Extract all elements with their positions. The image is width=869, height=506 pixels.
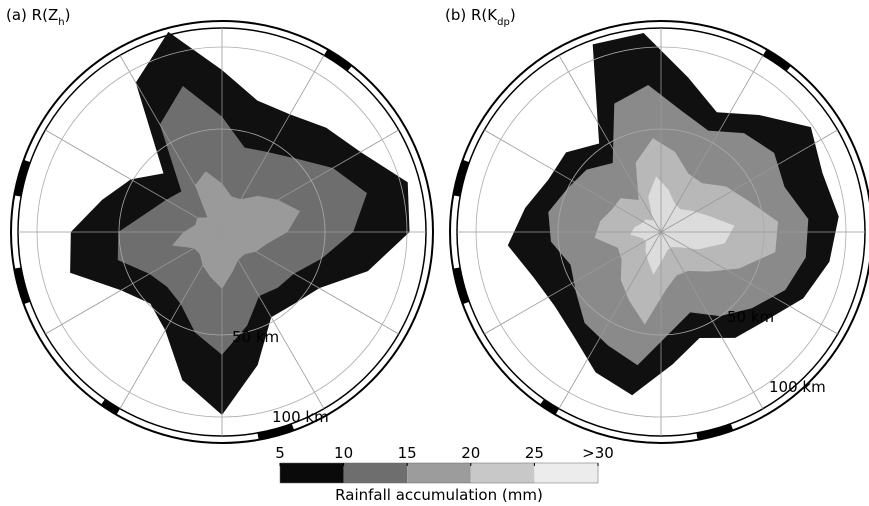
ring-label: 50 km [232, 328, 279, 346]
colorbar-swatch [280, 463, 344, 483]
colorbar-tick-label: 20 [461, 444, 480, 462]
panel-title: (a) R(Zh) [6, 6, 70, 28]
ring-label: 100 km [769, 378, 826, 396]
title-text: (b) R(K [445, 6, 498, 24]
colorbar-tick-label: 10 [334, 444, 353, 462]
ring-label: 100 km [272, 408, 329, 426]
title-text: (a) R(Z [6, 6, 58, 24]
panel-title: (b) R(Kdp) [445, 6, 516, 28]
colorbar-swatch [344, 463, 408, 483]
panel: (a) R(Zh) 50 km 100 km [0, 0, 462, 445]
figure: (a) R(Zh) 50 km 100 km (b) R(Kdp) 50 km 100 … [0, 0, 869, 506]
title-text: ) [510, 6, 516, 24]
colorbar-tick-label: 5 [275, 444, 285, 462]
colorbar-swatch [407, 463, 471, 483]
ring-label: 50 km [727, 308, 774, 326]
colorbar-tick-label: 25 [525, 444, 544, 462]
colorbar-tick-label: 15 [398, 444, 417, 462]
colorbar: 5 10 15 20 25 >30 Rainfall accumulation (mm) [275, 444, 614, 504]
title-text: ) [65, 6, 71, 24]
panel: (b) R(Kdp) 50 km 100 km [445, 0, 869, 443]
colorbar-label: Rainfall accumulation (mm) [335, 486, 543, 504]
colorbar-swatch [534, 463, 598, 483]
colorbar-tick-label: >30 [582, 444, 614, 462]
colorbar-swatch [471, 463, 535, 483]
title-subscript: dp [497, 17, 510, 28]
